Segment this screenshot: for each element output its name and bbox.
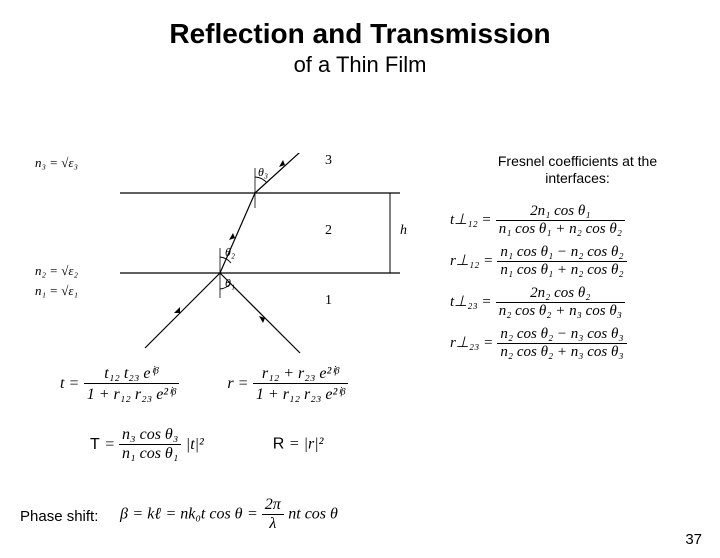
fresnel-caption: Fresnel coefficients at the interfaces: bbox=[475, 153, 680, 187]
n1-label: n₁ = √ε₁ bbox=[35, 283, 78, 299]
theta3: θ₃ bbox=[258, 165, 268, 180]
TR-equations: T = n₃ cos θ₃n₁ cos θ₁ |t|² R = |r|² bbox=[90, 426, 510, 463]
phase-shift-label: Phase shift: bbox=[20, 508, 98, 525]
phase-shift-eq: β = kℓ = nk₀t cos θ = 2πλ nt cos θ bbox=[120, 496, 338, 533]
n3-label: n₃ = √ε₃ bbox=[35, 155, 78, 171]
fresnel-equations: t⊥₁₂ = 2n₁ cos θ₁n₁ cos θ₁ + n₂ cos θ₂ r… bbox=[450, 203, 700, 367]
region-1: 1 bbox=[325, 293, 332, 309]
height-h: h bbox=[400, 223, 407, 239]
transmission-reflection-eq: t = t₁₂ t₂₃ eⁱᵝ1 + r₁₂ r₂₃ e²ⁱᵝ r = r₁₂ … bbox=[60, 363, 480, 404]
region-3: 3 bbox=[325, 153, 332, 169]
diagram-svg bbox=[30, 153, 460, 363]
region-2: 2 bbox=[325, 223, 332, 239]
title-main: Reflection and Transmission bbox=[0, 18, 720, 50]
thin-film-diagram: n₃ = √ε₃ n₂ = √ε₂ n₁ = √ε₁ 3 2 1 θ₃ θ₂ θ… bbox=[30, 153, 460, 363]
theta2: θ₂ bbox=[225, 245, 235, 260]
n2-label: n₂ = √ε₂ bbox=[35, 263, 78, 279]
theta1: θ₁ bbox=[225, 276, 235, 291]
title-sub: of a Thin Film bbox=[0, 52, 720, 78]
